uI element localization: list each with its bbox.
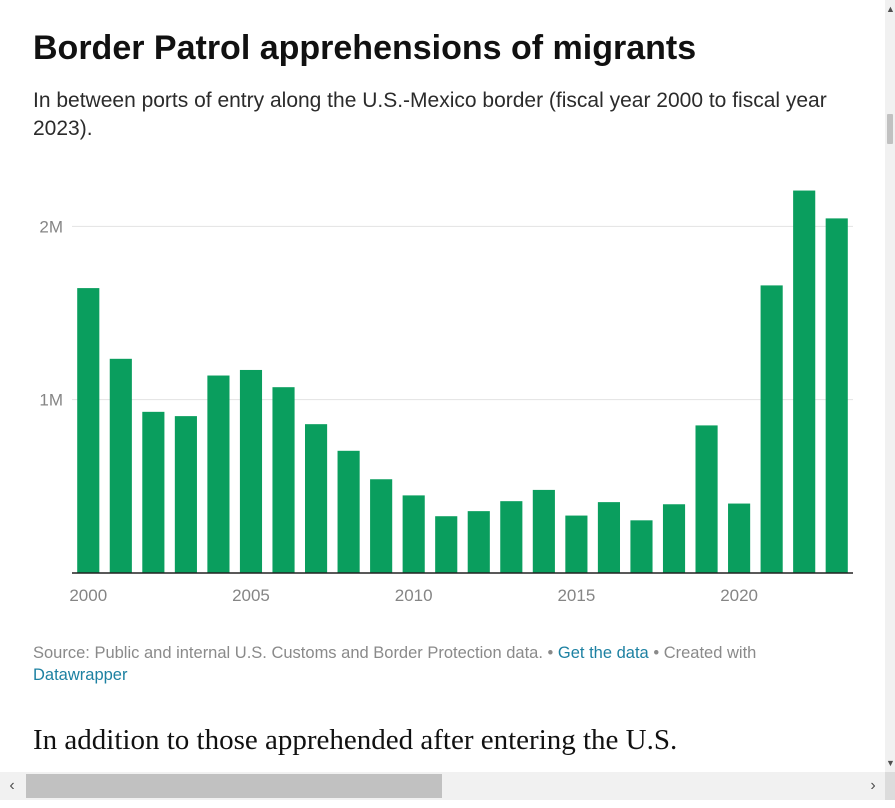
bar [532,489,555,573]
x-axis-ticks: 2000 2005 2010 2015 2020 [69,586,758,605]
chart-subtitle: In between ports of entry along the U.S.… [33,89,827,140]
footer-separator: • [547,644,554,662]
bar [825,218,848,574]
vertical-scrollbar[interactable]: ▲ ▼ [885,0,895,772]
x-tick-label: 2000 [69,586,107,605]
x-tick-label: 2010 [395,586,433,605]
bar [207,375,230,573]
scrollbar-corner [885,772,895,800]
x-tick-label: 2020 [720,586,758,605]
bar [370,479,393,573]
bar [630,520,653,573]
bar [695,425,718,573]
source-text: Source: Public and internal U.S. Customs… [33,644,543,662]
get-the-data-link[interactable]: Get the data [557,644,649,662]
bar-chart: 1M 2M 2000 2005 2010 2015 2020 [39,190,853,605]
horizontal-scroll-thumb[interactable] [26,774,442,798]
bar [272,387,295,573]
arrow-left-icon[interactable]: ‹ [9,777,15,794]
y-tick-label: 1M [39,391,63,410]
vertical-scroll-thumb[interactable] [887,114,893,144]
x-tick-label: 2005 [232,586,270,605]
bar [500,501,523,573]
y-axis-ticks: 1M 2M [39,217,63,409]
bars [77,190,848,574]
bar [597,502,621,573]
arrow-right-icon[interactable]: › [870,777,876,794]
horizontal-scrollbar[interactable]: ‹ › [0,772,885,800]
bar [142,411,165,573]
datawrapper-link[interactable]: Datawrapper [33,666,128,684]
bar [337,450,360,573]
bar [662,504,686,573]
bar [109,358,132,573]
bar [402,495,425,573]
arrow-down-icon[interactable]: ▼ [886,758,895,768]
bar [760,285,783,573]
bar [565,515,588,573]
bar [793,190,816,573]
bar [435,516,458,573]
bar [467,511,490,573]
arrow-up-icon[interactable]: ▲ [886,4,895,14]
bar [239,369,263,573]
chart-title: Border Patrol apprehensions of migrants [33,29,697,67]
y-tick-label: 2M [39,217,63,236]
footer-separator: • [653,644,660,662]
gridlines [72,225,853,401]
chart-footer: Source: Public and internal U.S. Customs… [33,642,853,686]
bar [304,424,328,573]
created-with-text: Created with [663,644,757,662]
x-tick-label: 2015 [557,586,595,605]
bar [728,503,751,573]
bar [77,288,100,573]
bar [174,416,197,573]
article-subheading: In addition to those apprehended after e… [33,724,678,756]
